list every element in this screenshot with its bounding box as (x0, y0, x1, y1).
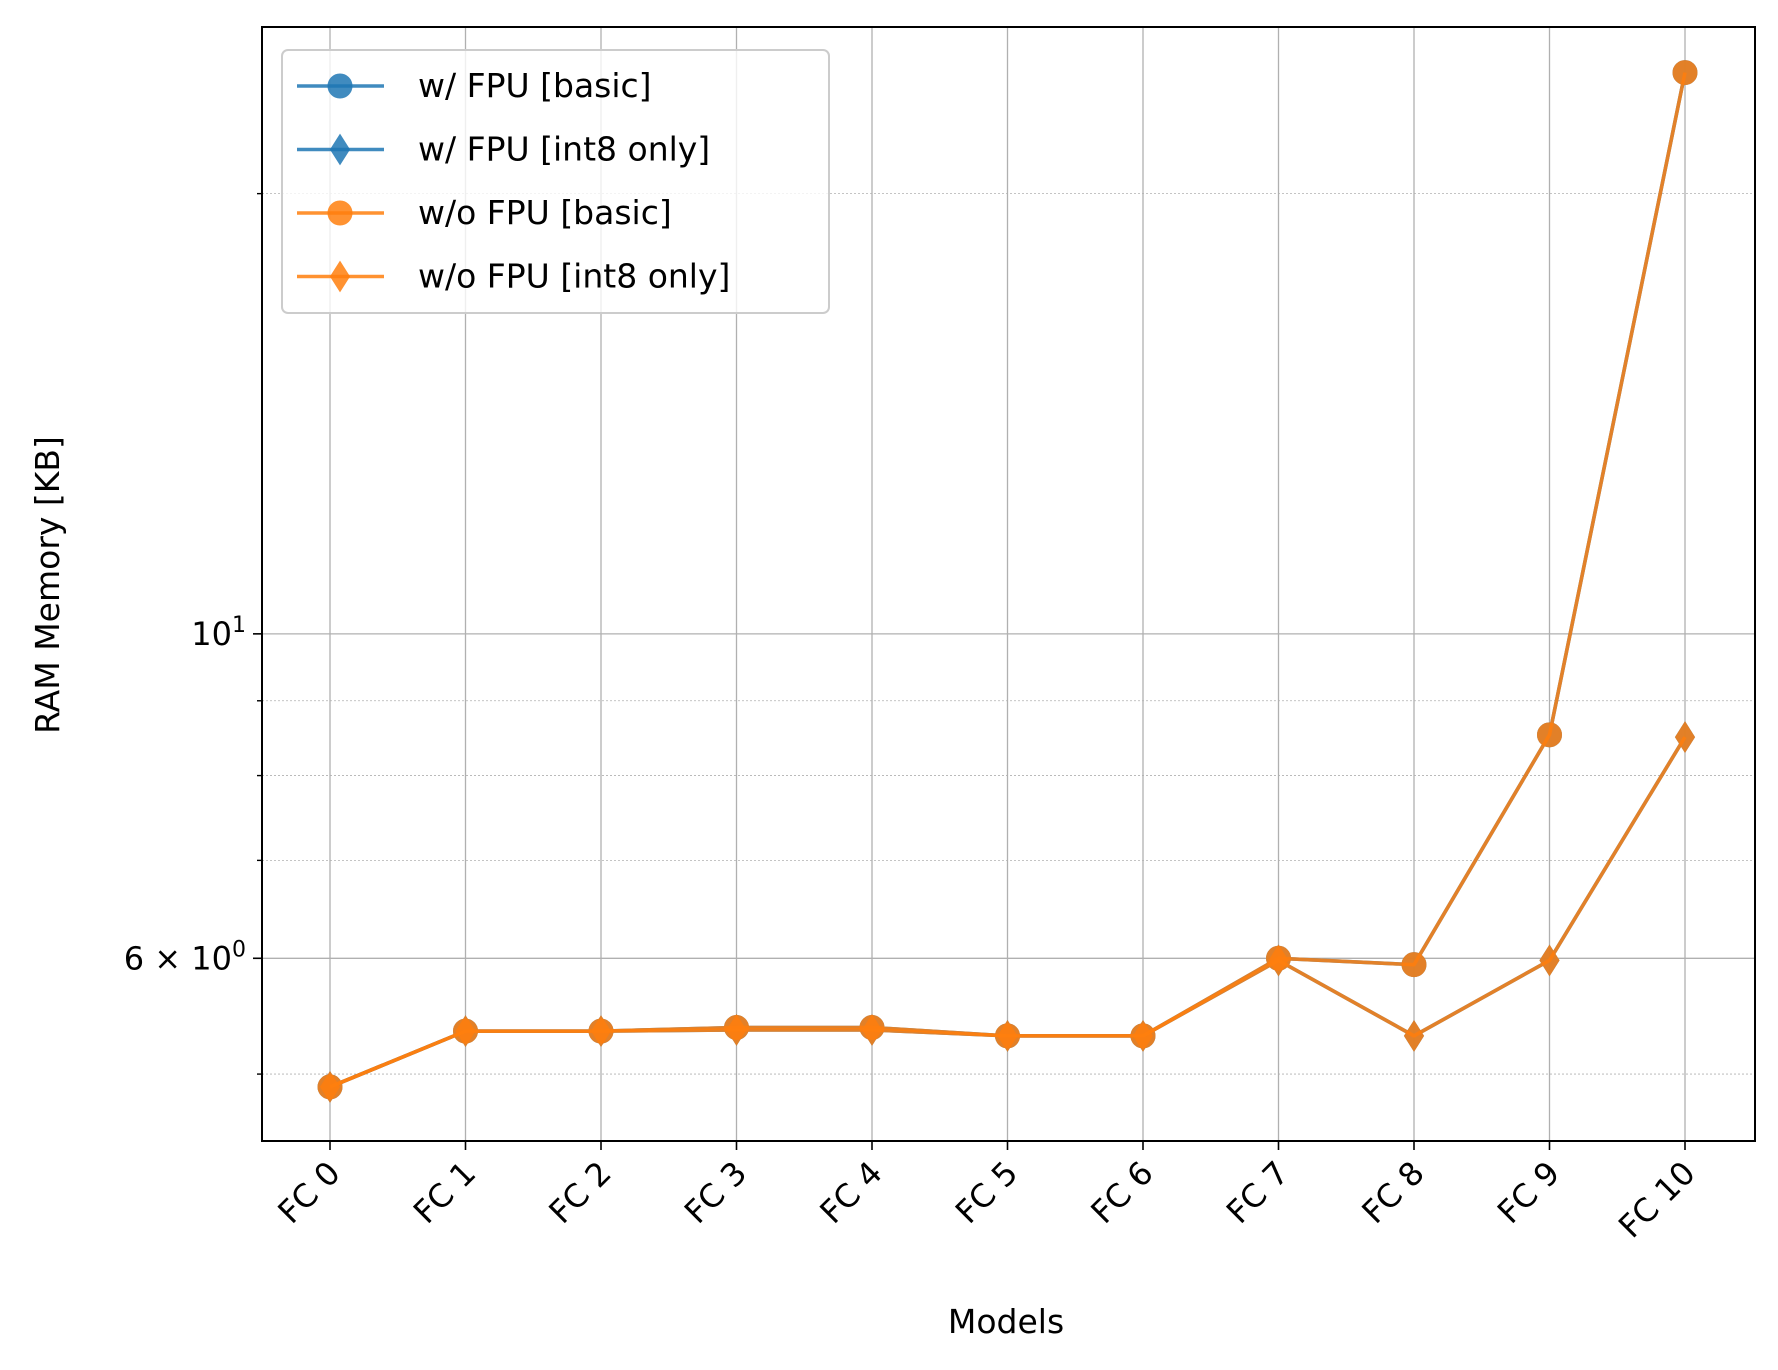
series-layer (317, 60, 1698, 1103)
legend-item: w/o FPU [basic] (297, 193, 672, 232)
data-point (319, 1070, 341, 1103)
y-axis: 101 6 × 100 (124, 192, 262, 1075)
data-point (590, 1015, 612, 1048)
data-point (861, 1013, 883, 1046)
legend-marker (327, 200, 353, 226)
legend-item: w/ FPU [basic] (297, 66, 652, 105)
legend-label: w/ FPU [basic] (418, 66, 652, 105)
data-point (726, 1013, 747, 1046)
data-point (1537, 722, 1562, 748)
data-point (1672, 60, 1698, 86)
series-4 (319, 721, 1696, 1103)
legend-marker (329, 133, 351, 166)
y-tick-label: 6 × 100 (124, 937, 246, 977)
legend-item: w/o FPU [int8 only] (297, 257, 730, 296)
legend-item: w/ FPU [int8 only] (297, 130, 710, 169)
data-point (455, 1015, 476, 1048)
x-axis-label: Models (948, 1302, 1064, 1341)
data-point (1403, 1019, 1425, 1052)
legend: w/ FPU [basic] w/ FPU [int8 only] w/o FPU … (281, 49, 830, 314)
data-point (997, 1019, 1018, 1052)
legend-marker (329, 260, 351, 293)
minor-grid (262, 193, 1755, 1075)
legend-label: w/o FPU [int8 only] (418, 257, 730, 296)
y-axis-label: RAM Memory [KB] (28, 436, 67, 734)
y-tick-label: 101 (191, 613, 246, 653)
legend-box (281, 49, 830, 314)
legend-label: w/o FPU [basic] (418, 193, 672, 232)
data-point (1268, 944, 1289, 977)
legend-marker (327, 73, 353, 99)
data-point (1539, 944, 1560, 977)
data-point (1401, 952, 1427, 978)
legend-label: w/ FPU [int8 only] (418, 130, 710, 169)
data-point (1674, 721, 1696, 754)
data-point (1132, 1019, 1154, 1052)
plot-area-frame (261, 26, 1756, 1142)
